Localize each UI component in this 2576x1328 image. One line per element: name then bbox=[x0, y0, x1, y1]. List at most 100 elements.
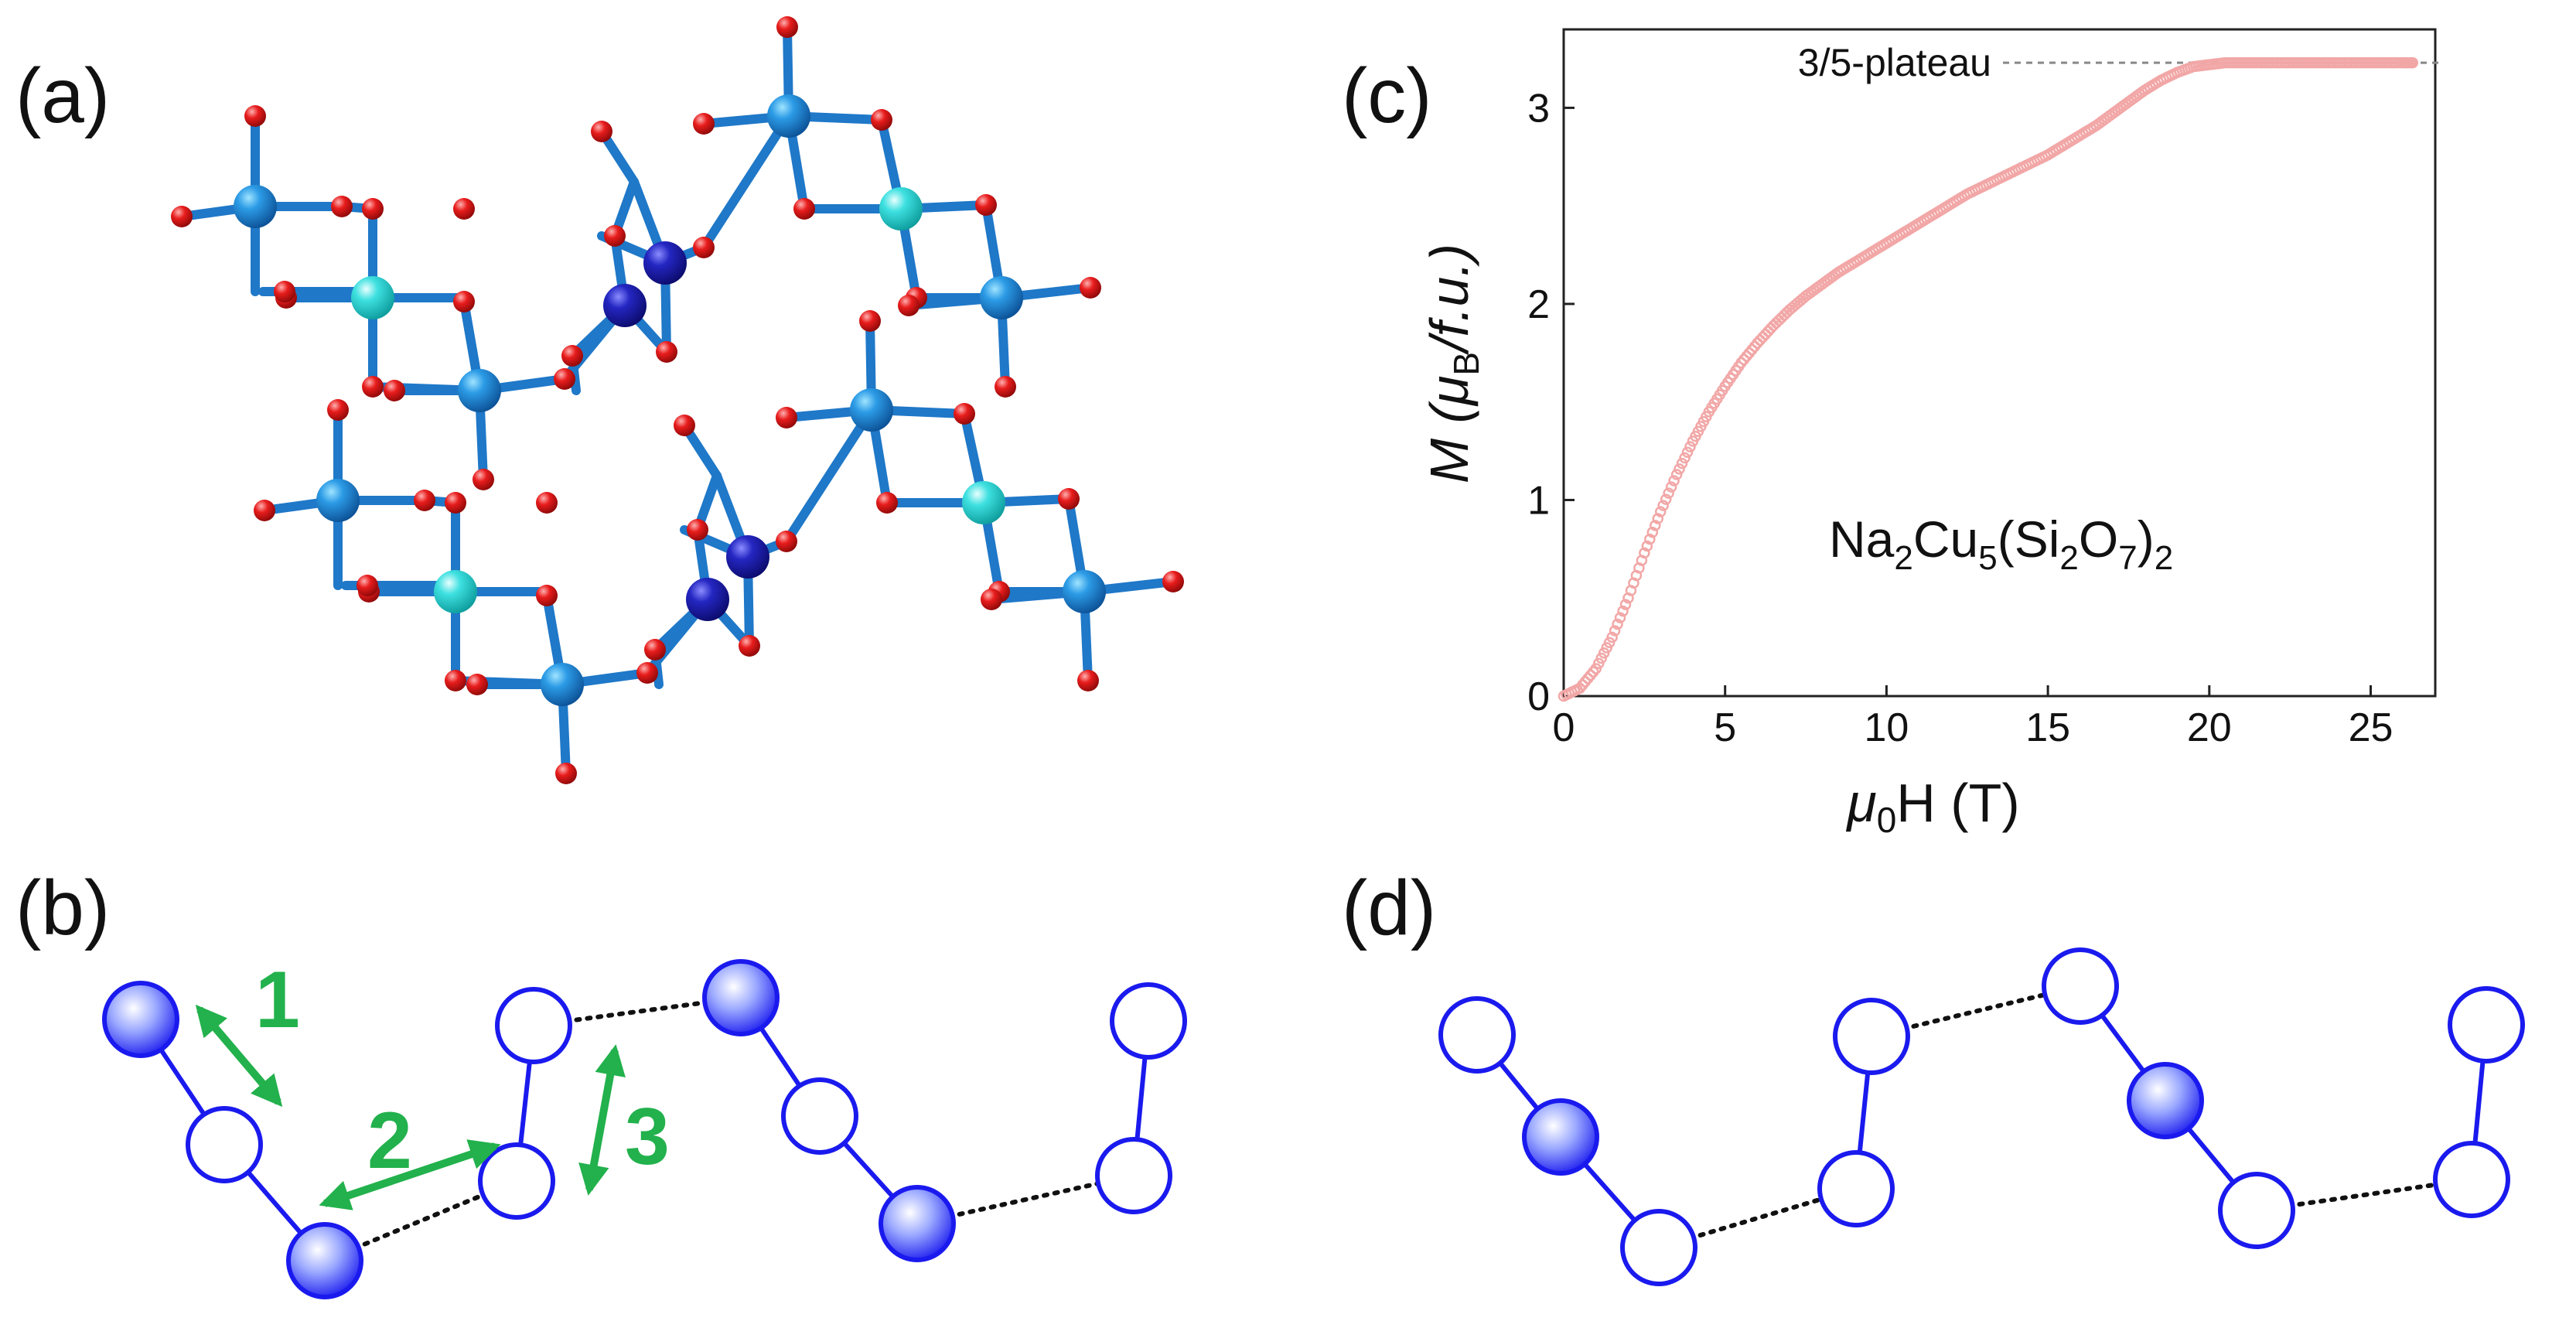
oxygen-atom bbox=[561, 345, 583, 367]
x-tick-label: 5 bbox=[1714, 705, 1736, 750]
structure-unit bbox=[171, 16, 1101, 490]
oxygen-atom bbox=[362, 376, 384, 398]
spin-site-filled bbox=[879, 1185, 956, 1262]
data-point bbox=[1676, 457, 1688, 469]
spin-site-open bbox=[186, 1106, 263, 1183]
crystal-structure-diagram bbox=[171, 16, 1184, 784]
x-axis: 0 5 10 15 20 25 bbox=[1553, 685, 2393, 750]
oxygen-atom bbox=[357, 575, 378, 596]
spin-site-open bbox=[1620, 1209, 1697, 1286]
oxygen-atom bbox=[776, 16, 798, 38]
oxygen-atom bbox=[554, 368, 575, 390]
data-point bbox=[1684, 441, 1696, 452]
oxygen-atom bbox=[1058, 488, 1080, 510]
oxygen-atom bbox=[473, 469, 494, 490]
oxygen-atom bbox=[871, 109, 892, 131]
oxygen-atom bbox=[466, 674, 488, 695]
copper-atom bbox=[850, 388, 893, 432]
data-point bbox=[1657, 500, 1669, 511]
exchange-arrows: 1 2 3 bbox=[195, 955, 670, 1210]
spin-site-open bbox=[1817, 1150, 1895, 1227]
oxygen-atom bbox=[445, 492, 466, 514]
exchange-arrow-1 bbox=[195, 1004, 283, 1108]
oxygen-atom bbox=[975, 194, 997, 216]
oxygen-atom bbox=[656, 341, 677, 363]
copper-atom bbox=[726, 535, 769, 579]
oxygen-atom bbox=[876, 492, 898, 514]
data-point bbox=[1660, 493, 1672, 505]
panel-label-c: (c) bbox=[1342, 53, 1432, 139]
compound-formula: Na2Cu5(Si2O7)2 bbox=[1829, 510, 2173, 577]
data-point bbox=[1681, 446, 1694, 459]
oxygen-atom bbox=[327, 399, 349, 421]
panel-label-d: (d) bbox=[1342, 865, 1436, 951]
data-point bbox=[1619, 599, 1632, 610]
oxygen-atom bbox=[171, 206, 193, 227]
spin-site-open bbox=[1438, 996, 1516, 1074]
x-tick-label: 15 bbox=[2025, 705, 2070, 750]
plot-frame bbox=[1562, 28, 2437, 698]
spin-site-open bbox=[1110, 982, 1187, 1060]
data-point bbox=[1665, 481, 1677, 493]
data-point bbox=[1646, 527, 1659, 538]
data-point bbox=[1674, 463, 1685, 475]
y-axis-title: M (μB/f.u.) bbox=[1419, 244, 1486, 483]
copper-atom bbox=[643, 241, 687, 285]
exchange-label-3: 3 bbox=[625, 1092, 670, 1182]
oxygen-atom bbox=[693, 113, 715, 135]
magnetization-chart: 0 5 10 15 20 25 0 1 2 3 3/5-plateau Na2Cu5(Si2O7… bbox=[1419, 28, 2442, 840]
oxygen-atom bbox=[445, 670, 466, 691]
spin-site-filled bbox=[1522, 1098, 1599, 1176]
spin-site-open bbox=[495, 987, 572, 1064]
oxygen-atom bbox=[1077, 670, 1099, 691]
oxygen-atom bbox=[591, 121, 612, 142]
spin-chain-b bbox=[102, 959, 1187, 1299]
oxygen-atom bbox=[362, 198, 384, 220]
oxygen-atom bbox=[244, 105, 266, 127]
spin-site-open bbox=[1095, 1137, 1172, 1214]
oxygen-atom bbox=[274, 281, 295, 302]
panel-label-b: (b) bbox=[15, 865, 110, 951]
oxygen-atom bbox=[687, 519, 708, 541]
data-point bbox=[1641, 540, 1653, 552]
bond bbox=[782, 405, 876, 546]
x-tick-label: 25 bbox=[2349, 705, 2393, 750]
copper-atom bbox=[434, 570, 477, 613]
oxygen-atom bbox=[995, 376, 1016, 398]
spin-site-open bbox=[2218, 1172, 2295, 1249]
exchange-label-1: 1 bbox=[255, 955, 300, 1045]
structure-unit bbox=[254, 310, 1184, 784]
oxygen-atom bbox=[453, 198, 475, 220]
oxygen-atom bbox=[604, 225, 626, 247]
spin-site-filled bbox=[102, 981, 179, 1058]
oxygen-atom bbox=[859, 310, 881, 332]
oxygen-atom bbox=[954, 403, 975, 425]
oxygen-atom bbox=[536, 492, 558, 514]
data-point bbox=[1654, 506, 1667, 517]
data-point bbox=[1668, 475, 1680, 486]
copper-atom bbox=[351, 276, 394, 319]
data-point bbox=[1617, 605, 1629, 617]
copper-atom bbox=[686, 578, 729, 621]
copper-atom bbox=[767, 94, 810, 138]
spin-chain-d bbox=[1438, 947, 2525, 1286]
copper-atom bbox=[234, 185, 277, 228]
y-tick-label: 1 bbox=[1527, 478, 1550, 523]
exchange-arrow-3 bbox=[578, 1044, 626, 1196]
oxygen-atom bbox=[674, 415, 695, 436]
exchange-label-2: 2 bbox=[367, 1096, 412, 1186]
data-point bbox=[2407, 56, 2419, 69]
oxygen-atom bbox=[898, 295, 920, 316]
data-point bbox=[1679, 452, 1691, 464]
data-point bbox=[1609, 625, 1621, 637]
copper-atom bbox=[879, 187, 923, 230]
x-axis-title: μ0H (T) bbox=[1845, 773, 2019, 840]
x-tick-label: 20 bbox=[2187, 705, 2232, 750]
copper-atom bbox=[541, 663, 584, 706]
oxygen-atom bbox=[414, 490, 435, 511]
data-point bbox=[1606, 631, 1618, 644]
oxygen-atom bbox=[644, 639, 666, 661]
oxygen-atom bbox=[331, 196, 353, 217]
data-point bbox=[1663, 487, 1674, 499]
copper-atom bbox=[316, 479, 360, 522]
